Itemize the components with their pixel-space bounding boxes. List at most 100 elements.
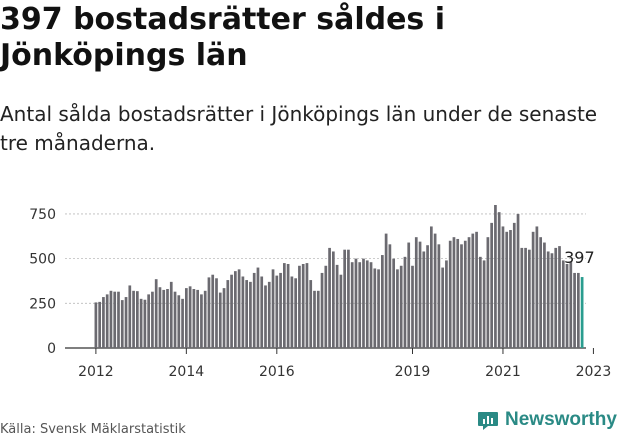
bar bbox=[520, 247, 524, 348]
x-tick-label-2016: 2016 bbox=[259, 364, 295, 380]
bar bbox=[196, 289, 200, 348]
bar bbox=[343, 249, 347, 348]
bar bbox=[294, 278, 298, 348]
bar bbox=[154, 279, 158, 348]
x-tick-label-2023: 2023 bbox=[576, 364, 612, 380]
bar bbox=[411, 265, 414, 348]
bar bbox=[554, 247, 558, 348]
bar bbox=[516, 213, 520, 348]
bar bbox=[460, 244, 463, 348]
bar bbox=[252, 272, 256, 348]
bar bbox=[396, 269, 399, 348]
bar bbox=[132, 290, 135, 348]
bar bbox=[207, 277, 211, 348]
bar bbox=[222, 288, 226, 348]
bar bbox=[120, 300, 124, 348]
bar bbox=[546, 251, 550, 348]
bar bbox=[188, 286, 192, 348]
bar bbox=[350, 262, 354, 348]
bar bbox=[260, 276, 264, 348]
bar bbox=[313, 290, 316, 348]
bar bbox=[494, 205, 497, 348]
bar bbox=[426, 245, 429, 348]
bar bbox=[282, 263, 286, 348]
bar bbox=[113, 291, 117, 348]
bar bbox=[177, 295, 181, 348]
bar bbox=[399, 265, 403, 348]
bar bbox=[275, 275, 279, 348]
bar bbox=[565, 263, 569, 348]
bar bbox=[249, 281, 252, 348]
bar bbox=[403, 256, 407, 348]
bar bbox=[105, 294, 109, 349]
bar bbox=[143, 299, 147, 348]
bar bbox=[264, 285, 267, 348]
bar bbox=[392, 258, 396, 349]
bar bbox=[102, 297, 105, 348]
bar bbox=[139, 298, 143, 348]
bar bbox=[339, 274, 343, 348]
bar bbox=[158, 287, 162, 348]
bar bbox=[512, 222, 516, 349]
bar bbox=[550, 253, 554, 348]
bar bbox=[271, 269, 275, 348]
bar bbox=[418, 241, 422, 348]
bar bbox=[162, 289, 166, 348]
bar bbox=[490, 222, 494, 349]
bar bbox=[147, 294, 151, 349]
bar bbox=[151, 291, 154, 348]
bar bbox=[452, 237, 456, 348]
bar bbox=[109, 290, 113, 348]
bar bbox=[267, 281, 271, 348]
bar bbox=[531, 231, 535, 348]
bar bbox=[128, 285, 132, 348]
x-axis: 2012 2014 2016 2019 2021 2023 bbox=[78, 348, 611, 380]
y-tick-label-500: 500 bbox=[29, 252, 56, 268]
bar bbox=[463, 240, 467, 348]
bar bbox=[98, 301, 102, 348]
bar bbox=[166, 289, 169, 348]
bar bbox=[543, 242, 546, 348]
bar bbox=[369, 262, 373, 348]
bar bbox=[573, 272, 576, 348]
bar bbox=[467, 237, 471, 348]
annotations: 397 bbox=[564, 248, 595, 267]
y-axis-labels: 0 250 500 750 bbox=[29, 207, 56, 357]
bar bbox=[347, 249, 350, 348]
source-note: Källa: Svensk Mäklarstatistik bbox=[0, 422, 186, 437]
bar bbox=[286, 263, 290, 348]
bar bbox=[475, 231, 478, 348]
y-tick-label-750: 750 bbox=[29, 207, 56, 223]
bar bbox=[331, 251, 335, 348]
bar bbox=[377, 269, 380, 348]
bar bbox=[256, 267, 260, 348]
brand-name: Newsworthy bbox=[505, 409, 617, 430]
bar bbox=[354, 258, 358, 349]
chart-subtitle: Antal sålda bostadsrätter i Jönköpings l… bbox=[0, 102, 598, 155]
bar bbox=[433, 233, 437, 348]
bar bbox=[135, 291, 139, 348]
bar bbox=[576, 272, 580, 348]
newsworthy-icon bbox=[478, 412, 498, 430]
bar bbox=[211, 274, 215, 348]
chart-title: 397 bostadsrätter såldes i Jönköpings lä… bbox=[0, 2, 446, 73]
bar bbox=[230, 274, 233, 348]
bar bbox=[569, 262, 573, 348]
bar bbox=[320, 272, 324, 348]
bar bbox=[441, 267, 445, 348]
bar bbox=[478, 256, 482, 348]
bar bbox=[437, 244, 441, 348]
brand-logo-link[interactable]: Newsworthy bbox=[477, 409, 617, 431]
bar bbox=[362, 258, 365, 349]
bar bbox=[373, 268, 377, 348]
bar bbox=[429, 226, 433, 348]
latest-value-label: 397 bbox=[564, 248, 595, 267]
bar bbox=[445, 260, 448, 348]
bar bbox=[561, 260, 565, 348]
bar bbox=[486, 237, 490, 348]
x-tick-label-2014: 2014 bbox=[169, 364, 205, 380]
bar bbox=[456, 238, 460, 348]
bar bbox=[482, 260, 486, 348]
bar bbox=[539, 237, 543, 348]
bar bbox=[407, 242, 411, 348]
